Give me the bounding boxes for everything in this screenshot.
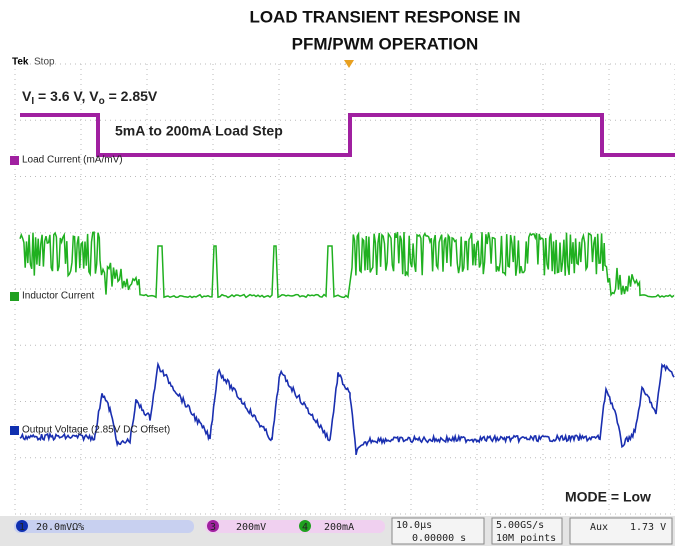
trig-box [569,517,673,545]
title-line: PFM/PWM OPERATION [292,34,479,53]
trigger-marker [344,60,354,68]
ch-scale: 20.0mVΩ% [36,522,84,533]
brand: Tek [12,57,29,68]
mode: MODE = Low [565,489,651,505]
load-step: 5mA to 200mA Load Step [115,123,283,139]
time-box [391,517,485,545]
waveforms [19,113,675,456]
sub: I [31,96,34,107]
trig-source: Aux [590,522,608,533]
trace-label: Output Voltage (2.85V DC Offset) [22,425,170,436]
ch-num: 4 [302,522,308,533]
ch-dot [207,520,219,532]
ch-scale: 200mA [324,522,354,533]
trace-label: Inductor Current [22,291,94,302]
ch-scale: 200mV [236,522,266,533]
ch-num: 1 [19,522,25,533]
ch-box [205,520,385,533]
acq-box [491,517,563,545]
conditions: VI = 3.6 V, Vo = 2.85V [22,88,158,107]
v: V [22,88,32,104]
ch-dot [299,520,311,532]
status-bar: 1 20.0mVΩ% 3 200mV 4 200mA 10.0µs 0.0000… [0,516,675,546]
graticule [14,63,675,515]
load-trace [20,113,675,157]
trig-level: 1.73 V [630,522,666,533]
ch-dot [16,520,28,532]
output-trace [19,361,675,456]
timebase: 10.0µs [396,520,432,531]
trace-label: Load Current (mA/mV) [22,155,123,166]
rate: 5.00GS/s [496,520,544,531]
record: 10M points [496,533,556,544]
ch-badge [10,292,19,301]
title-line: LOAD TRANSIENT RESPONSE IN [249,7,520,26]
text: = 2.85V [105,88,158,104]
ch-box [14,520,194,533]
sub: o [99,96,105,107]
text: = 3.6 V, V [34,88,99,104]
inductor-trace [19,231,675,299]
ch-badge [10,156,19,165]
ch-badge [10,426,19,435]
state: Stop [34,57,55,68]
delay: 0.00000 s [412,533,466,544]
ch-num: 3 [210,522,216,533]
